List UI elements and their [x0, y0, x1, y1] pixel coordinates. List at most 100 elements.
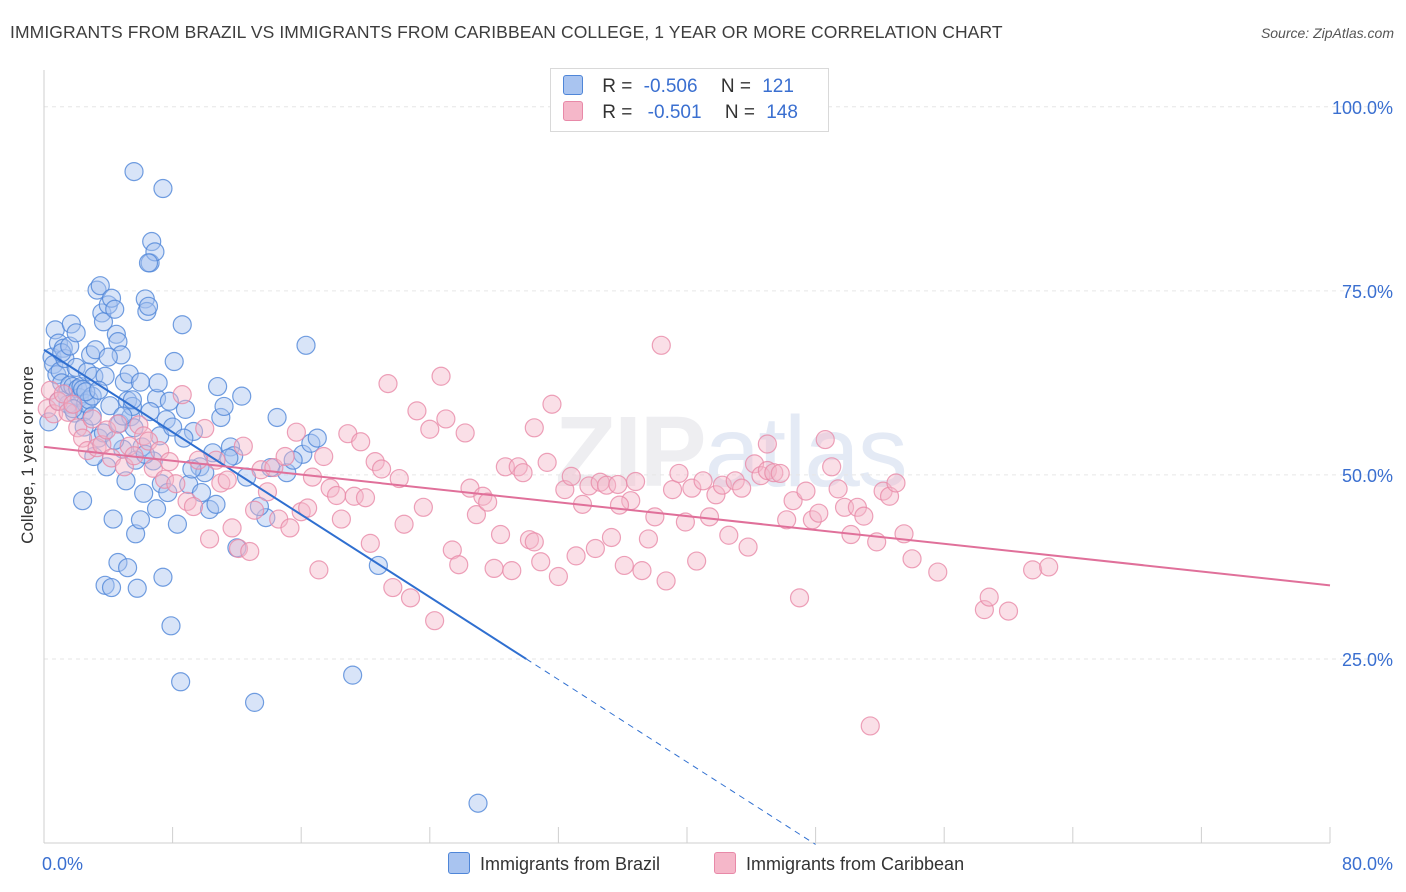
caribbean-point [502, 561, 522, 581]
caribbean-point [365, 452, 385, 472]
brazil-point [301, 433, 321, 453]
brazil-trend-extension [525, 658, 816, 845]
brazil-point [98, 347, 118, 367]
caribbean-point [524, 532, 544, 552]
brazil-point [296, 335, 316, 355]
caribbean-point [199, 529, 220, 549]
brazil-point [100, 396, 120, 416]
brazil-point [199, 499, 220, 520]
caribbean-point [815, 429, 835, 450]
brazil-point [148, 373, 168, 393]
caribbean-point [222, 518, 242, 538]
caribbean-legend-swatch-icon [714, 852, 736, 874]
brazil-point [116, 471, 136, 491]
caribbean-point [656, 571, 676, 591]
caribbean-point [662, 480, 683, 500]
caribbean-point [625, 471, 646, 492]
caribbean-point [770, 463, 790, 484]
caribbean-point [822, 457, 842, 477]
caribbean-point [177, 491, 197, 512]
chart-title: IMMIGRANTS FROM BRAZIL VS IMMIGRANTS FRO… [10, 22, 1003, 42]
caribbean-point [166, 474, 186, 494]
caribbean-point [378, 374, 398, 394]
caribbean-point [72, 428, 93, 448]
legend-r-value-caribbean: -0.501 [647, 102, 702, 123]
brazil-point [153, 567, 173, 587]
brazil-point [117, 558, 138, 578]
caribbean-point [320, 478, 340, 498]
caribbean-point [566, 546, 586, 566]
brazil-point [72, 491, 93, 511]
caribbean-point [490, 524, 511, 545]
caribbean-point [513, 463, 533, 483]
caribbean-point [400, 588, 421, 608]
caribbean-point [449, 555, 469, 575]
brazil-point [66, 323, 86, 343]
caribbean-point [693, 471, 713, 491]
caribbean-point [314, 446, 334, 467]
caribbean-point [789, 588, 810, 608]
brazil-point [232, 386, 252, 406]
caribbean-point [561, 466, 581, 486]
caribbean-point [928, 562, 948, 582]
caribbean-point [275, 446, 295, 467]
brazil-point [101, 577, 122, 598]
y-tick-label: 25.0% [1342, 650, 1393, 670]
brazil-point [142, 231, 162, 252]
caribbean-point [484, 558, 504, 579]
brazil-point [95, 366, 115, 386]
caribbean-point [757, 434, 777, 454]
brazil-point [106, 324, 126, 344]
caribbean-point [431, 366, 451, 386]
legend-n-label: N = [724, 102, 755, 123]
caribbean-point [326, 485, 347, 506]
brazil-point [61, 314, 81, 334]
brazil-point [90, 276, 110, 296]
caribbean-point [638, 529, 659, 549]
brazil-legend-swatch-icon [448, 852, 470, 874]
y-tick-label: 100.0% [1332, 98, 1393, 118]
caribbean-point [609, 495, 630, 515]
bottom-legend-caribbean-label: Immigrants from Caribbean [746, 854, 965, 874]
caribbean-swatch-icon [563, 101, 583, 121]
brazil-point [183, 421, 204, 442]
caribbean-point [732, 478, 752, 498]
caribbean-point [351, 432, 371, 452]
caribbean-point [542, 394, 562, 414]
caribbean-point [183, 496, 204, 517]
brazil-point [167, 514, 188, 534]
y-tick-label: 75.0% [1342, 282, 1393, 302]
caribbean-point [436, 409, 456, 429]
caribbean-point [228, 538, 249, 559]
caribbean-point [719, 525, 739, 545]
caribbean-point [682, 478, 702, 498]
brazil-point [244, 692, 265, 712]
caribbean-point [154, 469, 175, 489]
caribbean-point [394, 514, 414, 534]
caribbean-point [645, 507, 665, 527]
caribbean-point [217, 470, 237, 490]
x-tick-label: 0.0% [42, 854, 83, 874]
brazil-point [146, 499, 167, 519]
caribbean-point [531, 552, 551, 572]
caribbean-point [355, 488, 376, 508]
caribbean-point [537, 452, 557, 472]
source-label: Source: ZipAtlas.com [1260, 25, 1394, 41]
caribbean-point [998, 601, 1019, 621]
caribbean-point [712, 475, 732, 495]
legend-n-value-caribbean: 148 [766, 102, 798, 123]
brazil-point [172, 315, 192, 335]
caribbean-point [240, 541, 260, 562]
brazil-point [343, 665, 363, 685]
brazil-point [138, 253, 159, 273]
caribbean-point [114, 457, 134, 477]
caribbean-point [53, 384, 73, 404]
brazil-point [103, 509, 123, 529]
caribbean-point [699, 507, 720, 527]
caribbean-point [108, 414, 128, 434]
caribbean-point [796, 481, 816, 501]
caribbean-point [413, 497, 433, 517]
brazil-point [124, 161, 144, 182]
caribbean-point [309, 560, 329, 580]
